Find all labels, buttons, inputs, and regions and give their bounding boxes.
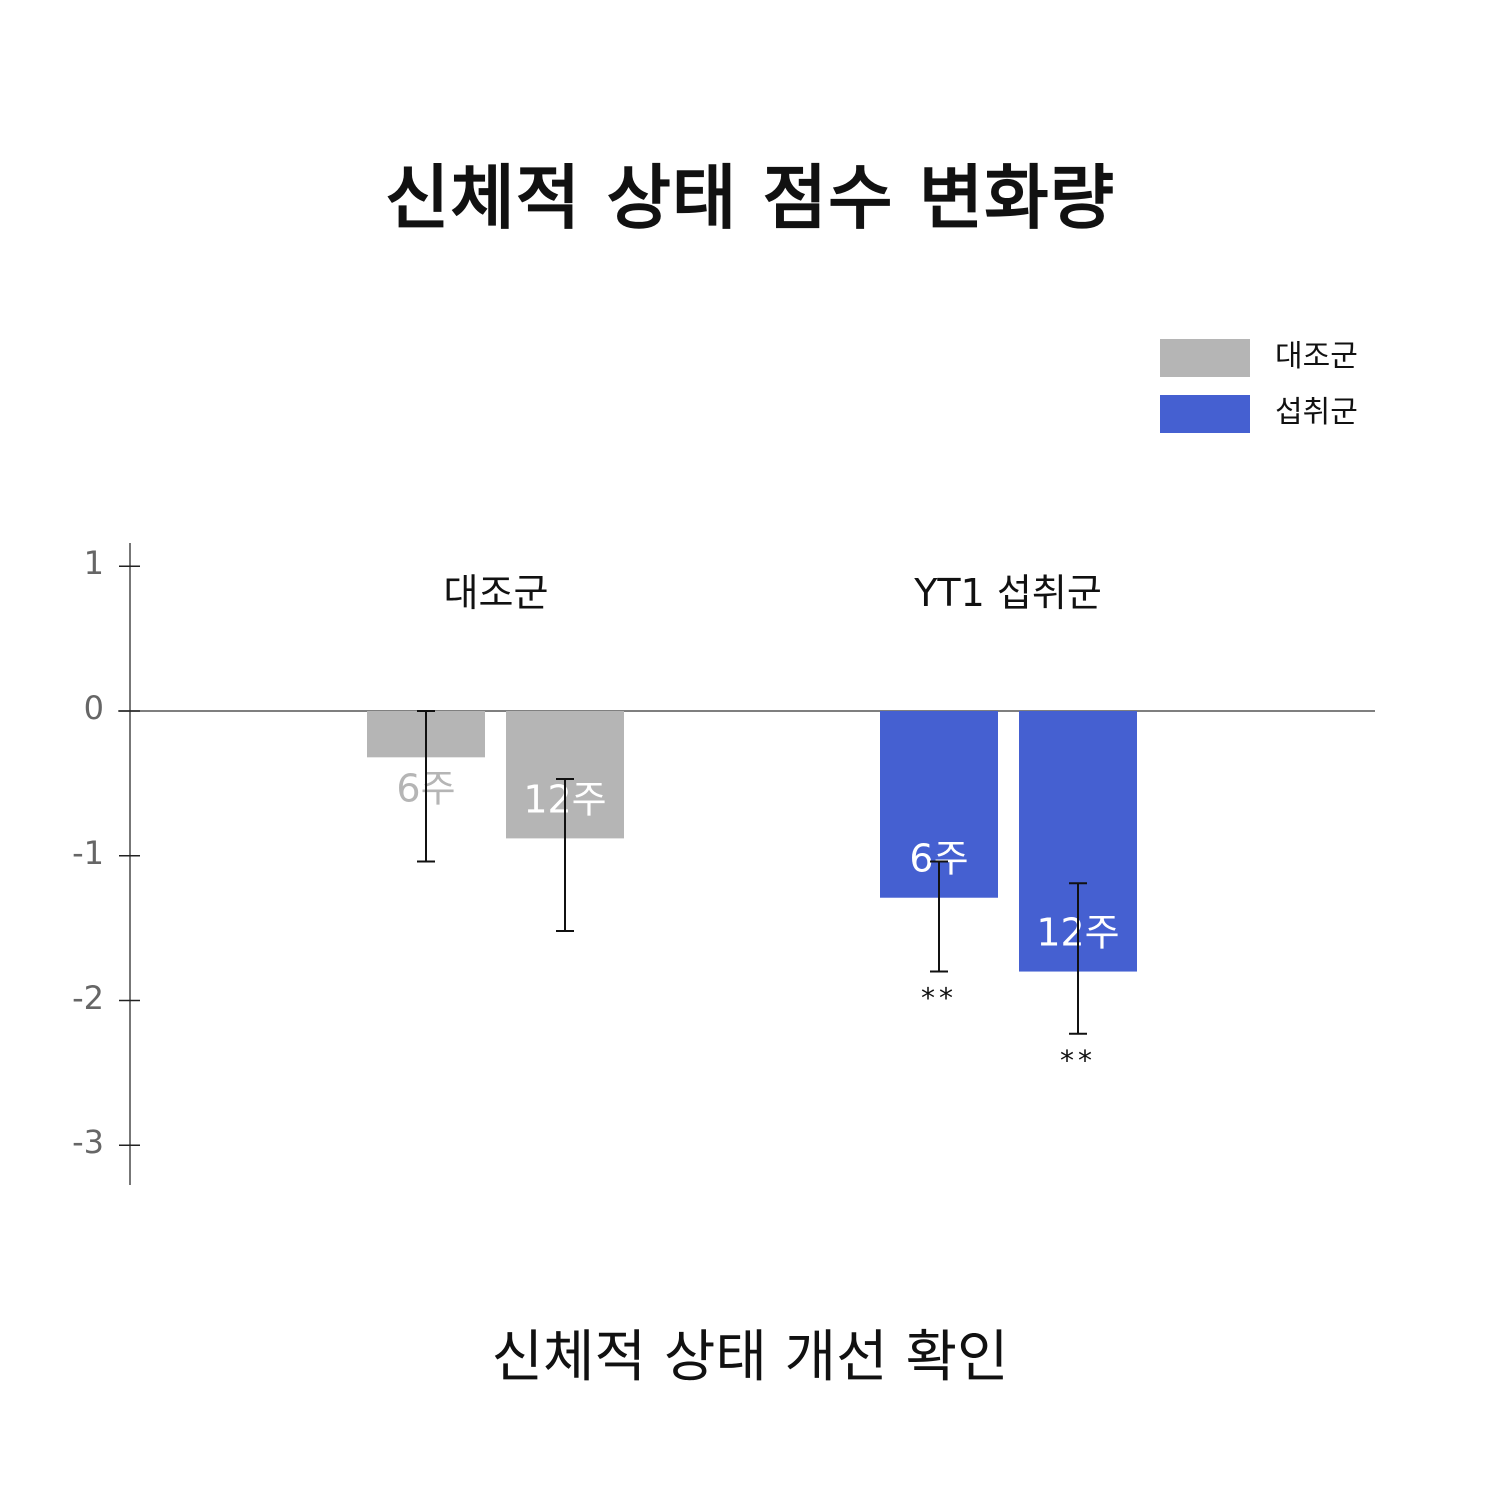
y-tick-label: -3 <box>72 1123 104 1162</box>
legend-label-treatment: 섭취군 <box>1275 395 1358 430</box>
legend-swatch-control <box>1160 339 1250 377</box>
chart-subtitle: 신체적 상태 개선 확인 <box>491 1325 1009 1390</box>
y-tick-label: 0 <box>83 689 104 727</box>
significance-marker: ** <box>1060 1044 1096 1077</box>
y-tick-label: 1 <box>83 544 104 583</box>
chart-title: 신체적 상태 점수 변화량 <box>384 157 1116 239</box>
significance-marker: ** <box>921 982 957 1015</box>
legend-swatch-treatment <box>1160 395 1250 433</box>
group-label-control: 대조군 <box>443 571 549 615</box>
legend-label-control: 대조군 <box>1275 339 1358 374</box>
group-label-treatment: YT1 섭취군 <box>914 571 1102 615</box>
y-tick-label: -2 <box>72 978 104 1017</box>
y-tick-label: -1 <box>72 833 104 872</box>
